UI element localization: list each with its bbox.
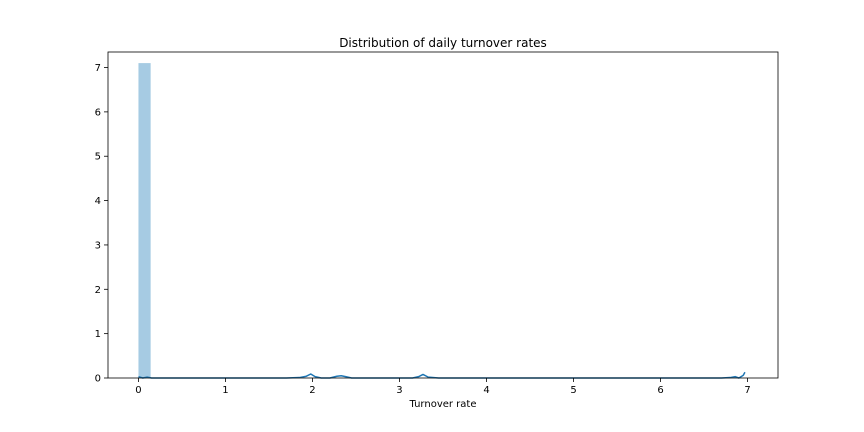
- plot-frame: [107, 51, 779, 379]
- x-tick-label: 7: [744, 385, 750, 396]
- y-tick-label: 2: [95, 285, 101, 296]
- x-axis-label: Turnover rate: [409, 399, 477, 410]
- x-tick-label: 4: [483, 385, 489, 396]
- chart-title: Distribution of daily turnover rates: [339, 36, 547, 50]
- y-tick-label: 6: [95, 107, 101, 118]
- x-tick-label: 6: [657, 385, 663, 396]
- y-tick-label: 1: [95, 329, 101, 340]
- x-axis: 0 1 2 3 4 5 6 7: [135, 378, 751, 396]
- kde-line: [138, 371, 746, 379]
- x-tick-label: 2: [309, 385, 315, 396]
- x-tick-label: 3: [396, 385, 402, 396]
- x-tick-label: 0: [135, 385, 141, 396]
- x-tick-label: 5: [570, 385, 576, 396]
- x-tick-label: 1: [222, 385, 228, 396]
- y-tick-label: 3: [95, 240, 101, 251]
- y-tick-label: 4: [95, 196, 101, 207]
- y-tick-label: 7: [95, 63, 101, 74]
- y-tick-label: 0: [95, 374, 101, 385]
- y-tick-label: 5: [95, 152, 101, 163]
- plot-area: [138, 63, 746, 379]
- histogram-bar-0: [138, 63, 151, 378]
- y-axis: 0 1 2 3 4 5 6 7: [95, 63, 108, 385]
